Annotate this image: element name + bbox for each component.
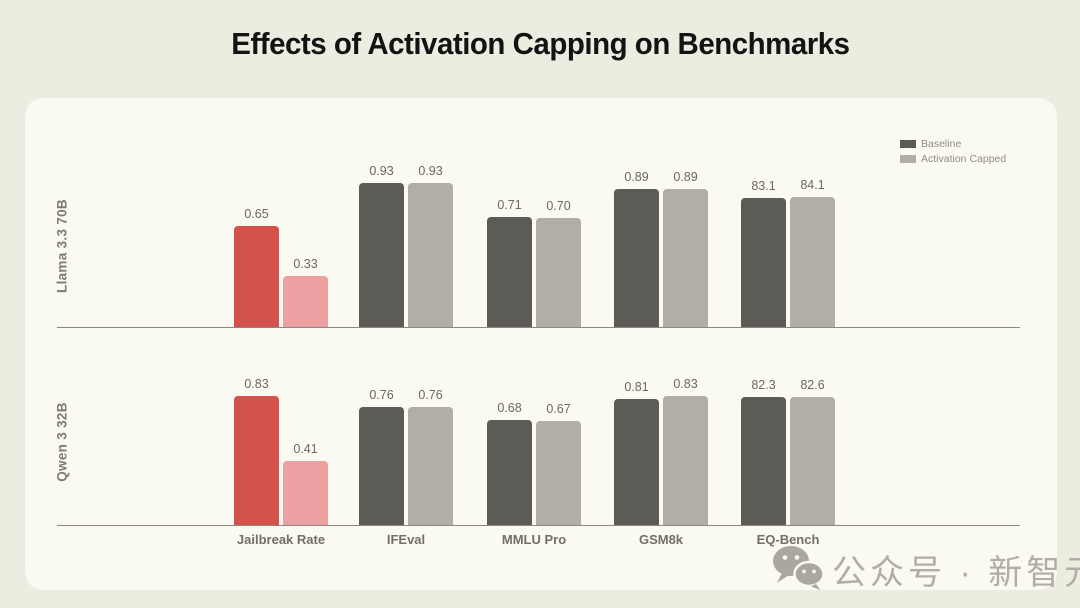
x-axis-category-label: EQ-Bench [756, 532, 820, 547]
bar-group-ifeval: 0.76 0.76 [359, 388, 453, 525]
x-axis-category-label: Jailbreak Rate [236, 532, 326, 547]
baseline-bar: 0.83 [234, 377, 279, 525]
baseline-bar: 0.89 [614, 170, 659, 327]
baseline-bar: 0.68 [487, 401, 532, 525]
baseline-bar: 0.71 [487, 198, 532, 327]
chart-legend: Baseline Activation Capped [900, 136, 1006, 166]
legend-item-baseline: Baseline [900, 136, 1006, 151]
baseline-bar: 0.65 [234, 207, 279, 327]
watermark: 公众号 · 新智元 [772, 544, 1080, 595]
activation-capped-bar: 0.41 [283, 442, 328, 525]
page-title: Effects of Activation Capping on Benchma… [230, 26, 850, 61]
bar-group-ifeval: 0.93 0.93 [359, 164, 453, 327]
wechat-icon [772, 544, 825, 595]
x-axis-line [57, 327, 1020, 328]
bar-value-label: 0.81 [624, 380, 649, 394]
bar-value-label: 0.68 [497, 401, 522, 415]
activation-capped-bar: 84.1 [790, 178, 835, 327]
bar-group-eq-bench: 83.1 84.1 [741, 178, 835, 327]
bar-value-label: 0.33 [293, 257, 318, 271]
bar-value-label: 0.89 [673, 170, 698, 184]
bar-value-label: 0.93 [369, 164, 394, 178]
bar-group-mmlu-pro: 0.68 0.67 [487, 401, 581, 525]
bar-value-label: 0.70 [546, 199, 571, 213]
bar-value-label: 84.1 [800, 178, 825, 192]
bar-value-label: 82.6 [800, 378, 825, 392]
bar-group-jailbreak-rate: 0.65 0.33 [234, 207, 328, 327]
bar-value-label: 83.1 [751, 179, 776, 193]
bar-group-gsm8k: 0.89 0.89 [614, 170, 708, 327]
baseline-bar: 0.76 [359, 388, 404, 525]
baseline-bar: 83.1 [741, 179, 786, 327]
bar-group-jailbreak-rate: 0.83 0.41 [234, 377, 328, 525]
x-axis-category-label: GSM8k [638, 532, 684, 547]
bar-group-eq-bench: 82.3 82.6 [741, 378, 835, 525]
activation-capped-bar: 0.93 [408, 164, 453, 327]
watermark-text: 公众号 · 新智元 [832, 554, 1080, 592]
x-axis-category-label: MMLU Pro [501, 532, 567, 547]
bar-value-label: 0.89 [624, 170, 649, 184]
bar-value-label: 0.76 [418, 388, 443, 402]
bar-value-label: 0.76 [369, 388, 394, 402]
chart-card: Baseline Activation Capped Llama 3.3 70B… [25, 98, 1057, 590]
bar-value-label: 0.71 [497, 198, 522, 212]
baseline-bar: 0.81 [614, 380, 659, 525]
bar-group-mmlu-pro: 0.71 0.70 [487, 198, 581, 327]
bar-group-gsm8k: 0.81 0.83 [614, 377, 708, 525]
activation-capped-bar: 82.6 [790, 378, 835, 525]
activation-capped-bar: 0.33 [283, 257, 328, 327]
activation-capped-bar: 0.67 [536, 402, 581, 525]
bar-value-label: 0.41 [293, 442, 318, 456]
activation-capped-bar: 0.89 [663, 170, 708, 327]
legend-label: Baseline [921, 137, 962, 150]
bar-value-label: 0.83 [244, 377, 269, 391]
baseline-swatch-icon [900, 139, 916, 148]
bar-value-label: 82.3 [751, 378, 776, 392]
x-axis-category-label: IFEval [386, 532, 426, 547]
baseline-bar: 0.93 [359, 164, 404, 327]
baseline-bar: 82.3 [741, 378, 786, 525]
x-axis-line [57, 525, 1020, 526]
y-axis-model-label: Llama 3.3 70B [54, 199, 70, 293]
bar-value-label: 0.83 [673, 377, 698, 391]
activation-capped-bar: 0.76 [408, 388, 453, 525]
bar-value-label: 0.67 [546, 402, 571, 416]
legend-item-activation-capped: Activation Capped [900, 151, 1006, 166]
activation-capped-bar: 0.70 [536, 199, 581, 327]
activation-capped-bar: 0.83 [663, 377, 708, 525]
bar-value-label: 0.93 [418, 164, 443, 178]
bar-value-label: 0.65 [244, 207, 269, 221]
legend-label: Activation Capped [921, 152, 1007, 165]
activation-capped-swatch-icon [900, 154, 916, 163]
y-axis-model-label: Qwen 3 32B [54, 402, 70, 482]
